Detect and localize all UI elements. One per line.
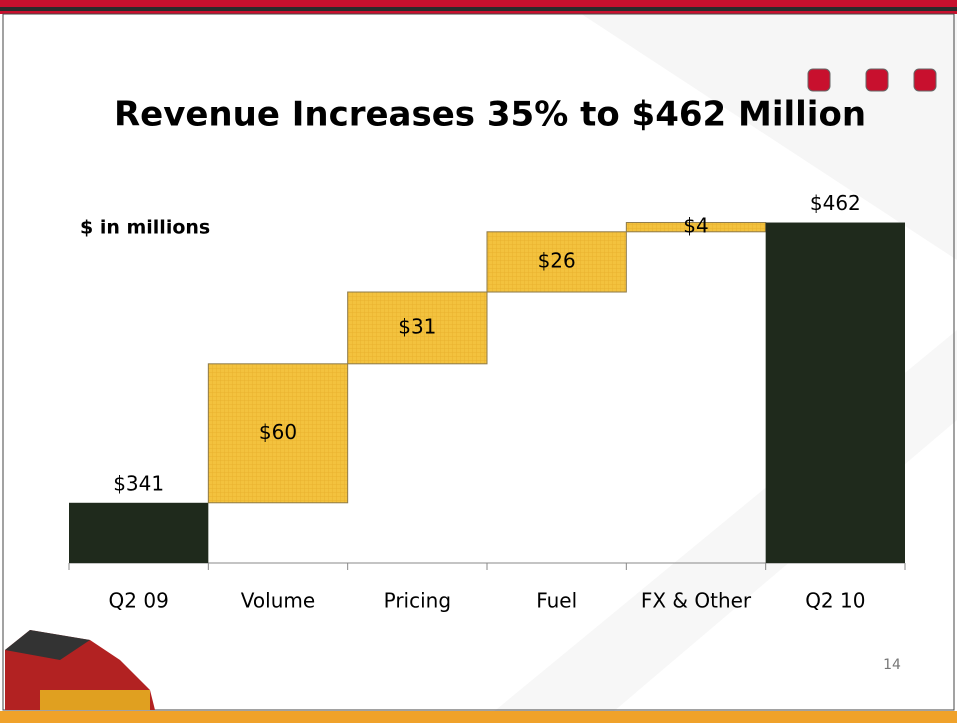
increase-bar [347, 291, 488, 365]
page-number: 14 [883, 657, 901, 673]
chart-title: Revenue Increases 35% to $462 Million [114, 95, 866, 135]
x-tick-label: Q2 10 [805, 589, 865, 613]
value-label: $60 [259, 420, 297, 444]
top-bar [0, 0, 957, 7]
value-label: $462 [810, 191, 861, 215]
top-bar [0, 11, 957, 14]
value-label: $31 [398, 314, 436, 338]
logo [913, 68, 937, 92]
subtitle: $ in millions [80, 217, 210, 239]
x-tick-label: FX & Other [641, 589, 752, 613]
logo [865, 68, 889, 92]
x-tick-label: Pricing [384, 589, 451, 613]
logos [807, 68, 937, 92]
total-bar [765, 222, 905, 563]
top-bar-dark [0, 7, 957, 11]
logo [807, 68, 831, 92]
x-tick-label: Fuel [536, 589, 577, 613]
increase-bar [625, 222, 767, 233]
train [5, 630, 155, 710]
x-tick-label: Volume [241, 589, 315, 613]
value-label: $341 [113, 471, 164, 495]
total-bar [69, 502, 209, 563]
x-tick-label: Q2 09 [109, 589, 169, 613]
increase-bar [207, 363, 349, 504]
bottom-bar [0, 711, 957, 723]
value-label: $4 [683, 214, 708, 238]
increase-bar [486, 231, 627, 293]
slide-frame [2, 13, 955, 711]
background-ray [560, 0, 957, 260]
value-label: $26 [538, 248, 576, 272]
